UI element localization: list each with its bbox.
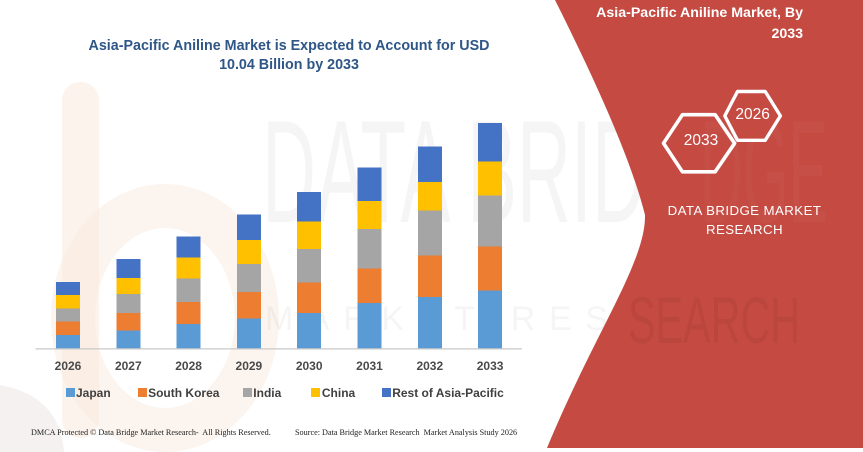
svg-text:SEARCH: SEARCH xyxy=(628,283,800,357)
